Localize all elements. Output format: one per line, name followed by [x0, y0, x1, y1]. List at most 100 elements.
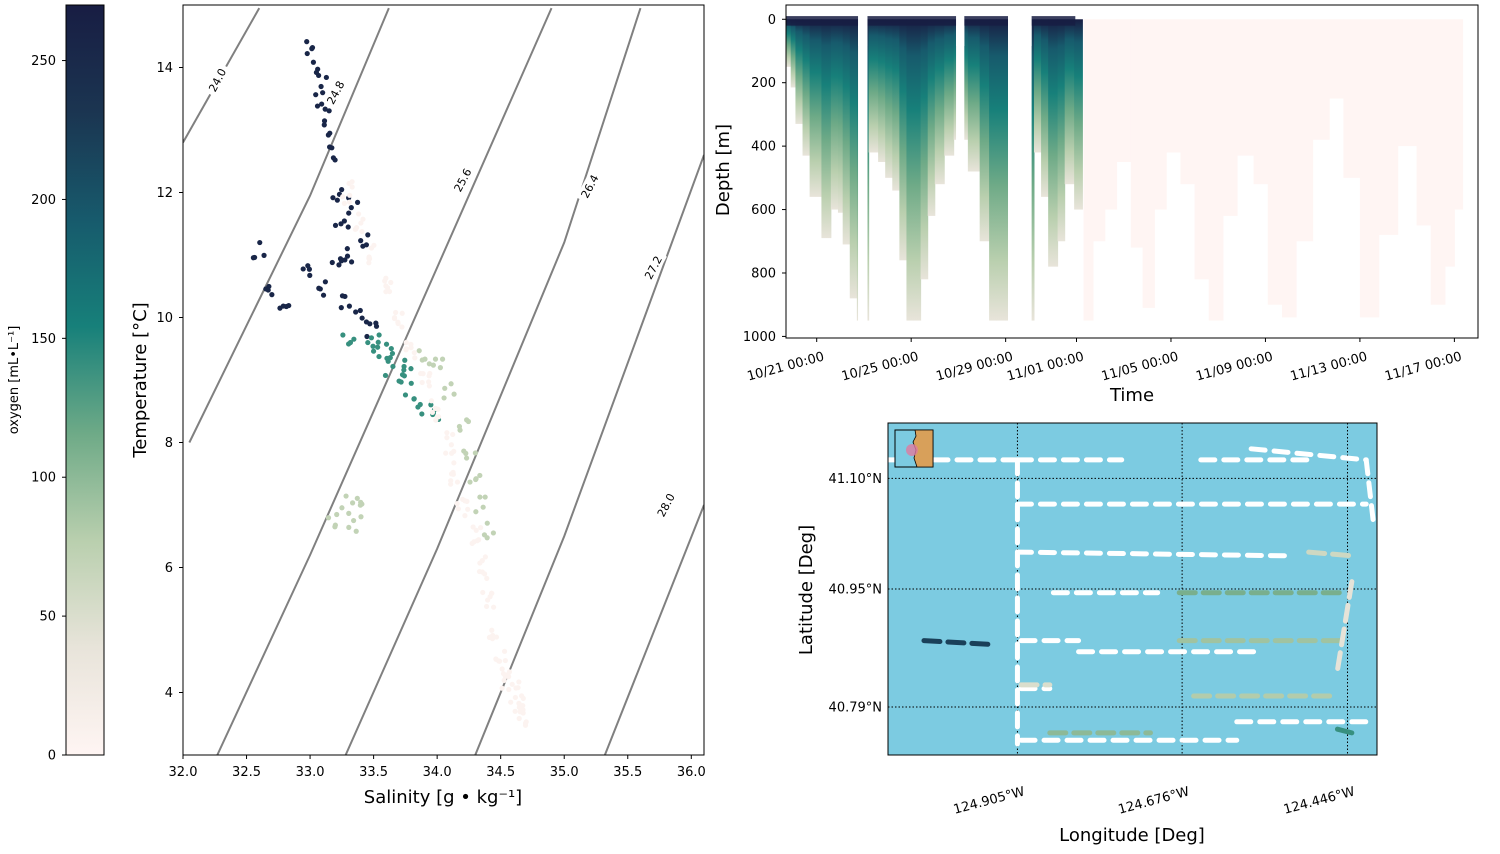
ts-data-point — [501, 648, 508, 654]
ts-data-point — [269, 292, 275, 298]
ts-data-point — [316, 285, 322, 291]
ts-data-point — [506, 686, 512, 693]
ts-data-point — [411, 350, 417, 356]
ts-data-point — [448, 471, 455, 477]
ts-data-point — [399, 310, 405, 316]
section-profile-no-oxygen — [1329, 19, 1344, 99]
ts-data-point — [416, 348, 422, 354]
ts-data-point — [344, 246, 350, 252]
ts-data-point — [402, 392, 409, 398]
ts-data-point — [403, 346, 409, 352]
ts-data-point — [351, 336, 357, 342]
ts-data-point — [388, 345, 394, 352]
colorbar: 0 50 100 150 200 250 oxygen [mL•L⁻¹] — [7, 4, 105, 764]
section-profile-no-oxygen — [1444, 19, 1455, 267]
ts-data-point — [344, 253, 351, 259]
section-x-tick-label: 11/17 00:00 — [1383, 350, 1463, 385]
ts-data-point — [385, 285, 391, 291]
ts-x-tick-label: 35.5 — [613, 765, 642, 780]
ts-data-point — [479, 558, 485, 564]
ts-data-point — [426, 373, 432, 379]
section-profile-oxygen — [934, 19, 945, 185]
ts-data-point — [430, 362, 436, 368]
ts-data-point — [499, 685, 505, 691]
ts-data-point — [336, 262, 342, 268]
ts-data-point — [463, 455, 470, 461]
section-y-tick-label: 400 — [751, 140, 776, 155]
section-profile-oxygen — [1074, 19, 1083, 210]
section-profile-oxygen — [1048, 19, 1059, 267]
section-profile-no-oxygen — [1166, 19, 1181, 153]
ts-y-tick-label: 10 — [156, 311, 173, 326]
ts-data-point — [358, 220, 364, 226]
section-profile-oxygen — [892, 19, 900, 191]
ts-data-point — [338, 305, 344, 311]
ts-data-point — [349, 500, 356, 506]
ts-data-point — [257, 239, 263, 246]
ts-data-point — [309, 46, 315, 52]
section-x-tick-label: 11/13 00:00 — [1289, 350, 1369, 385]
map-track-segment — [1248, 446, 1369, 463]
ts-data-point — [516, 715, 522, 722]
colorbar-tick-label: 250 — [31, 54, 56, 69]
ts-data-point — [429, 409, 436, 416]
ts-data-point — [345, 224, 351, 230]
section-profile-no-oxygen — [1343, 19, 1361, 178]
map-y-tick-label: 41.10°N — [829, 472, 882, 487]
ts-data-point — [347, 339, 354, 346]
ts-data-point — [484, 575, 490, 581]
section-profile-no-oxygen — [1154, 19, 1167, 210]
section-profile-oxygen — [885, 19, 893, 178]
section-x-tick-label: 11/05 00:00 — [1100, 350, 1180, 385]
ts-data-point — [339, 187, 345, 193]
section-profile-no-oxygen — [1253, 19, 1269, 185]
ts-data-point — [508, 699, 514, 705]
ts-data-point — [426, 379, 432, 385]
ts-data-point — [483, 603, 490, 610]
ts-data-point — [450, 431, 456, 438]
ts-data-point — [443, 450, 449, 456]
section-profile-oxygen — [790, 19, 796, 88]
ts-data-point — [473, 509, 479, 515]
section-profile-oxygen — [795, 19, 804, 124]
ts-data-point — [432, 356, 439, 362]
ts-data-point — [512, 708, 518, 714]
section-profile-no-oxygen — [1281, 19, 1297, 318]
ts-data-point — [387, 355, 393, 361]
ts-data-point — [375, 344, 381, 350]
ts-data-point — [426, 383, 432, 389]
ts-data-point — [376, 353, 382, 360]
ts-data-point — [482, 554, 488, 560]
ts-data-point — [363, 242, 370, 248]
ts-diagram: 24.0 24.825.6 26.427.228.0 32.0 32.5 33.0 33.… — [130, 4, 706, 808]
section-x-tick-label: 10/25 00:00 — [840, 350, 920, 385]
section-profile-no-oxygen — [1142, 19, 1155, 308]
ts-x-ticks: 32.0 32.5 33.0 33.5 34.0 34.5 35.0 35.5 36.0 — [169, 755, 706, 780]
ts-data-point — [481, 532, 488, 538]
ts-data-point — [522, 722, 529, 728]
ts-data-point — [349, 184, 355, 190]
section-profile-no-oxygen — [1359, 19, 1380, 318]
ts-data-point — [359, 501, 365, 507]
section-profile-no-oxygen — [1130, 19, 1144, 248]
map-inset — [894, 429, 934, 468]
ts-data-point — [411, 396, 417, 402]
ts-data-point — [462, 513, 468, 519]
colorbar-gradient — [65, 4, 105, 756]
section-profiles — [786, 6, 1464, 337]
ts-data-point — [339, 293, 346, 299]
ts-y-tick-label: 6 — [165, 561, 173, 576]
ts-data-point — [419, 357, 425, 363]
ts-data-point — [354, 199, 361, 205]
ts-data-point — [368, 245, 375, 251]
ts-data-point — [365, 339, 371, 346]
ts-data-point — [370, 343, 376, 349]
ts-x-tick-label: 35.0 — [550, 765, 579, 780]
ts-data-point — [437, 365, 443, 371]
ts-x-tick-label: 32.5 — [232, 765, 261, 780]
isopycnal-line — [188, 7, 390, 443]
section-x-tick-label: 11/09 00:00 — [1194, 350, 1274, 385]
ts-data-point — [448, 481, 454, 487]
